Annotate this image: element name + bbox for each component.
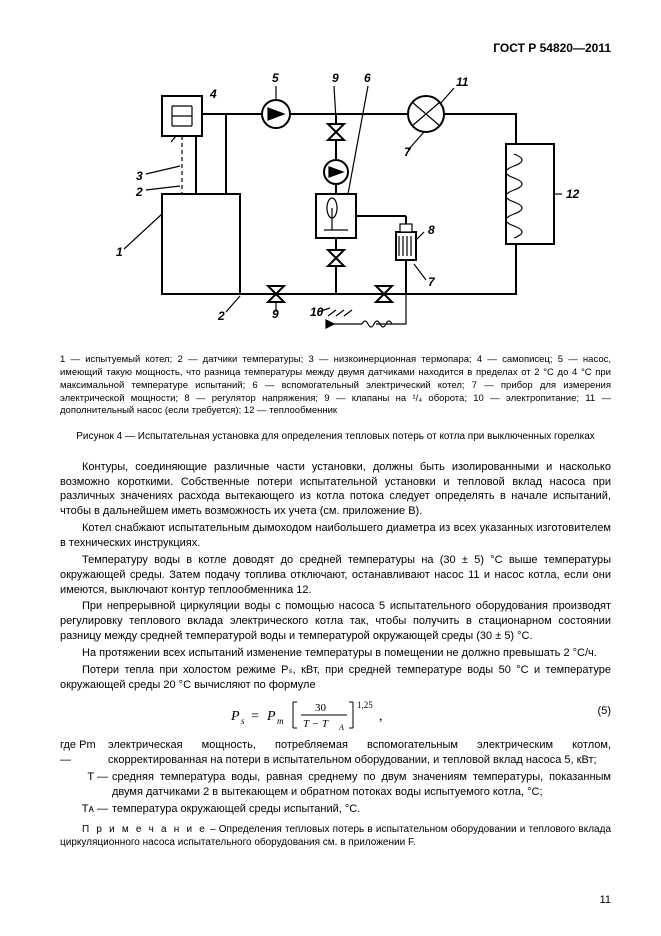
label-11: 11 bbox=[456, 75, 469, 89]
def-ta-txt: температура окружающей среды испытаний, … bbox=[112, 802, 611, 817]
svg-text:P: P bbox=[266, 709, 276, 724]
label-8: 8 bbox=[428, 223, 435, 237]
svg-text:s: s bbox=[241, 716, 245, 726]
svg-text:=: = bbox=[251, 709, 259, 724]
svg-text:A: A bbox=[338, 723, 344, 732]
paragraph-4: При непрерывной циркуляции воды с помощь… bbox=[60, 599, 611, 644]
label-1: 1 bbox=[116, 245, 123, 259]
label-6: 6 bbox=[364, 71, 371, 85]
def-t-txt: средняя температура воды, равная среднем… bbox=[112, 770, 611, 800]
def-ta-sym: Tᴀ — bbox=[60, 802, 112, 817]
svg-text:T − T: T − T bbox=[303, 718, 329, 730]
schematic-diagram: 1 4 3 2 5 9 6 11 7 12 8 bbox=[76, 64, 596, 344]
note: П р и м е ч а н и е – Определения теплов… bbox=[60, 823, 611, 850]
def-t-sym: T — bbox=[60, 770, 112, 800]
svg-text:P: P bbox=[231, 709, 240, 724]
label-3: 3 bbox=[136, 169, 143, 183]
svg-text:1,25: 1,25 bbox=[357, 700, 373, 710]
label-4: 4 bbox=[209, 87, 217, 101]
paragraph-5: На протяжении всех испытаний изменение т… bbox=[60, 646, 611, 661]
doc-header: ГОСТ Р 54820—2011 bbox=[60, 40, 611, 56]
definitions: где Pm — электрическая мощность, потребл… bbox=[60, 738, 611, 816]
diagram-legend: 1 — испытуемый котел; 2 — датчики темпер… bbox=[60, 354, 611, 418]
svg-text:m: m bbox=[277, 716, 284, 726]
formula-number: (5) bbox=[598, 704, 611, 719]
paragraph-2: Котел снабжают испытательным дымоходом н… bbox=[60, 521, 611, 551]
formula: P s = P m 30 T − T A 1,25 , (5) bbox=[60, 698, 611, 732]
page-number: 11 bbox=[600, 893, 611, 908]
note-lead: П р и м е ч а н и е bbox=[82, 824, 207, 835]
paragraph-3: Температуру воды в котле доводят до сред… bbox=[60, 553, 611, 598]
label-10: 10 bbox=[310, 305, 324, 319]
label-12: 12 bbox=[566, 187, 580, 201]
def-pm-sym: где Pm — bbox=[60, 738, 108, 768]
paragraph-1: Контуры, соединяющие различные части уст… bbox=[60, 460, 611, 519]
label-2b: 2 bbox=[217, 309, 225, 323]
svg-text:30: 30 bbox=[315, 702, 327, 714]
paragraph-6: Потери тепла при холостом режиме Pₛ, кВт… bbox=[60, 663, 611, 693]
figure-caption: Рисунок 4 — Испытательная установка для … bbox=[60, 430, 611, 444]
def-pm-txt: электрическая мощность, потребляемая всп… bbox=[108, 738, 611, 768]
label-7b: 7 bbox=[428, 275, 436, 289]
label-9: 9 bbox=[332, 71, 339, 85]
label-2: 2 bbox=[135, 185, 143, 199]
svg-text:,: , bbox=[379, 709, 383, 724]
label-5: 5 bbox=[272, 71, 279, 85]
